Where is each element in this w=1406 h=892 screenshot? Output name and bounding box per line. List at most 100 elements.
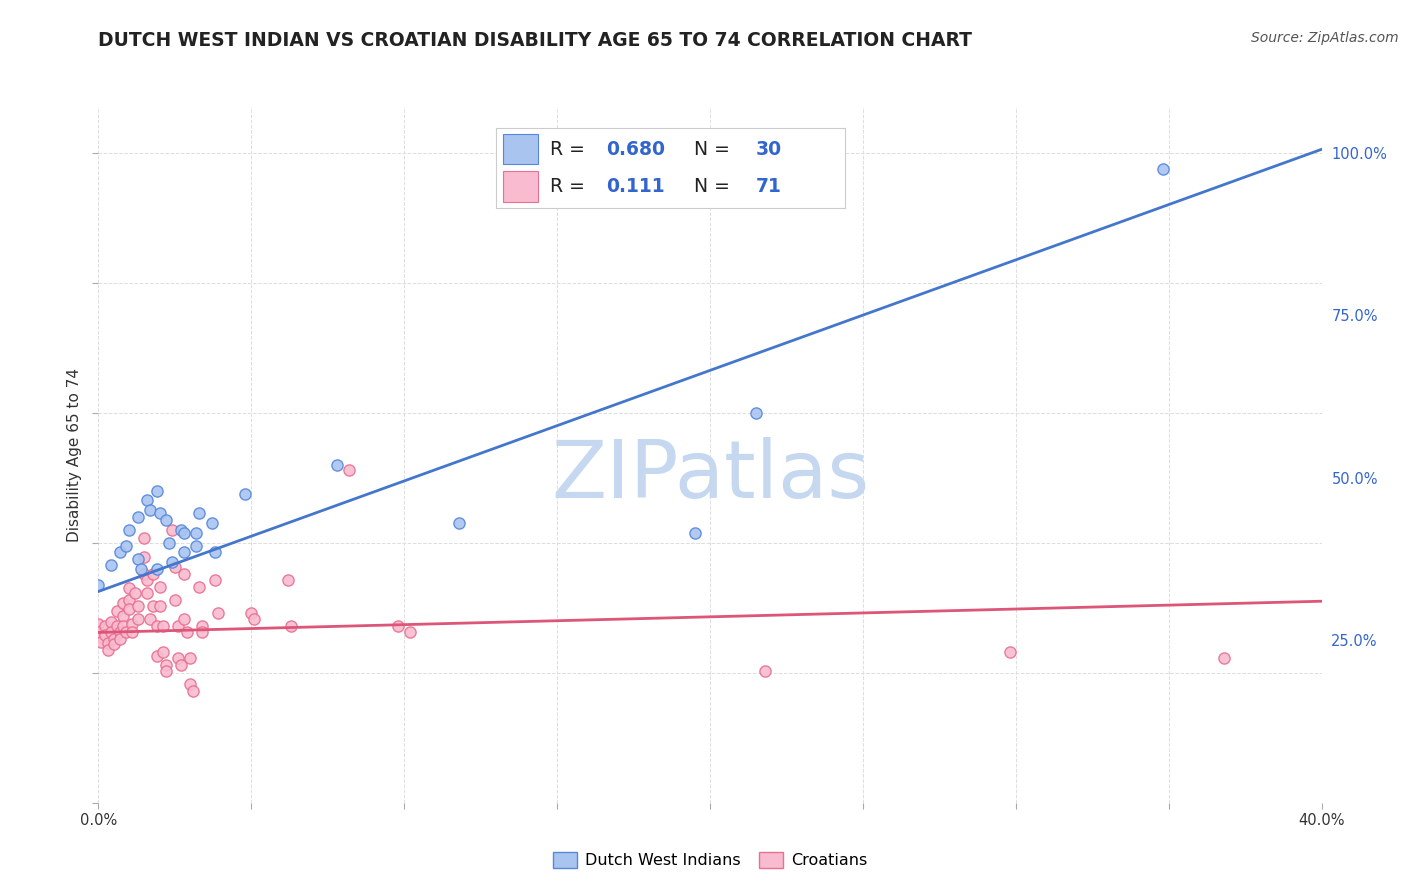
Point xyxy=(173,566,195,581)
Point xyxy=(136,574,159,588)
Point xyxy=(1152,161,1174,176)
Point xyxy=(160,555,183,569)
Point xyxy=(157,535,180,549)
Point xyxy=(124,586,146,600)
Point xyxy=(145,649,167,664)
Point xyxy=(97,643,120,657)
Point xyxy=(998,645,1021,659)
Point xyxy=(163,593,186,607)
Point xyxy=(387,619,409,633)
Point xyxy=(118,523,141,537)
Point xyxy=(240,606,263,620)
Point xyxy=(170,523,193,537)
Point xyxy=(97,636,120,650)
Point xyxy=(87,617,110,632)
Point xyxy=(108,545,131,559)
Point xyxy=(142,599,165,614)
Point xyxy=(121,625,143,640)
Point xyxy=(127,599,149,614)
Point xyxy=(191,625,214,640)
Point xyxy=(233,487,256,501)
Point xyxy=(204,545,226,559)
Point xyxy=(111,619,134,633)
Point xyxy=(243,612,266,626)
Point xyxy=(127,552,149,566)
Text: 30: 30 xyxy=(755,140,782,159)
Point xyxy=(399,625,422,640)
Point xyxy=(115,625,138,640)
Point xyxy=(145,483,167,498)
Point xyxy=(160,523,183,537)
Y-axis label: Disability Age 65 to 74: Disability Age 65 to 74 xyxy=(66,368,82,542)
Point xyxy=(280,619,302,633)
Point xyxy=(136,493,159,508)
Point xyxy=(181,684,204,698)
Point xyxy=(108,625,131,640)
Point xyxy=(191,619,214,633)
Point xyxy=(186,525,208,540)
Point xyxy=(108,632,131,646)
Point xyxy=(173,612,195,626)
Text: N =: N = xyxy=(682,140,737,159)
Point xyxy=(337,463,360,477)
Point xyxy=(326,458,349,472)
Point xyxy=(136,586,159,600)
Text: 0.111: 0.111 xyxy=(606,178,665,196)
Text: ZIPatlas: ZIPatlas xyxy=(551,437,869,515)
Point xyxy=(103,637,125,651)
Point xyxy=(111,595,134,609)
Text: R =: R = xyxy=(550,178,598,196)
Point xyxy=(111,608,134,623)
Text: R =: R = xyxy=(550,140,591,159)
Point xyxy=(155,665,177,679)
Point xyxy=(93,619,115,633)
Point xyxy=(155,657,177,672)
Text: 0.680: 0.680 xyxy=(606,140,665,159)
Point xyxy=(127,612,149,626)
Bar xyxy=(503,134,538,164)
Point xyxy=(105,619,128,633)
Point xyxy=(200,516,222,531)
Point xyxy=(100,615,122,629)
Point xyxy=(449,516,471,531)
Point xyxy=(152,645,174,659)
Point xyxy=(134,566,156,581)
Point xyxy=(87,625,110,640)
Point xyxy=(167,619,190,633)
Point xyxy=(173,545,195,559)
Point xyxy=(179,651,201,665)
Point xyxy=(139,612,162,626)
Point xyxy=(745,406,768,420)
Point xyxy=(90,630,112,644)
Point xyxy=(170,657,193,672)
Point xyxy=(121,617,143,632)
Point xyxy=(1212,651,1234,665)
Point xyxy=(100,625,122,640)
Point xyxy=(142,566,165,581)
Point xyxy=(186,539,208,553)
Point xyxy=(155,513,177,527)
Point xyxy=(152,619,174,633)
Point xyxy=(167,651,190,665)
Point xyxy=(139,503,162,517)
Point xyxy=(145,562,167,576)
Point xyxy=(129,562,152,576)
Text: N =: N = xyxy=(682,178,737,196)
Point xyxy=(100,558,122,573)
Point xyxy=(105,604,128,618)
Point xyxy=(118,581,141,595)
Point xyxy=(188,507,211,521)
Point xyxy=(134,531,156,545)
Point xyxy=(163,560,186,574)
Point xyxy=(118,593,141,607)
Point xyxy=(145,619,167,633)
Point xyxy=(188,580,211,594)
Point xyxy=(179,677,201,691)
Point xyxy=(754,665,776,679)
Point xyxy=(149,507,172,521)
Point xyxy=(87,578,110,592)
Point xyxy=(204,574,226,588)
Point xyxy=(127,509,149,524)
Legend: Dutch West Indians, Croatians: Dutch West Indians, Croatians xyxy=(546,846,875,875)
Point xyxy=(207,606,229,620)
